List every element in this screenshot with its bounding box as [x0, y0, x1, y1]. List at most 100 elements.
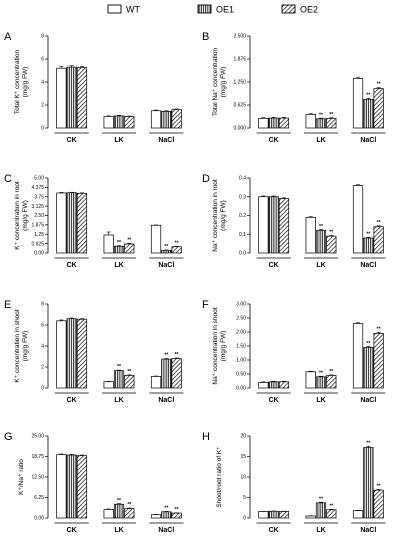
bar-lk-oe2	[326, 509, 337, 519]
y-tick-label: 1.875	[233, 57, 246, 63]
bar-lk-wt	[103, 381, 114, 389]
y-tick-label: 18.75	[31, 454, 44, 460]
significance-marker: **	[127, 502, 131, 508]
category-label: LK	[316, 397, 325, 404]
bar-lk-wt	[305, 371, 316, 389]
y-axis-label: K⁺ concentration in shoot	[14, 309, 21, 382]
y-axis-label: (mg/g FW)	[220, 331, 227, 362]
y-tick-label: 25.00	[31, 434, 44, 440]
bar-nacl-wt	[352, 323, 364, 389]
bar-lk-oe2	[124, 243, 135, 254]
bar-lk-oe1	[315, 230, 327, 254]
significance-marker: **	[377, 326, 381, 332]
bar-ck-oe2	[278, 198, 290, 254]
bar-nacl-wt	[150, 514, 162, 519]
bar-lk-wt	[305, 217, 316, 254]
y-tick-label: 6	[41, 323, 44, 329]
y-axis-label: K⁺ concentration in root	[14, 181, 21, 250]
legend-label: OE2	[300, 5, 318, 15]
category-label: NaCl	[360, 397, 376, 404]
bar-lk-oe1	[113, 115, 125, 129]
bar-lk-oe2	[124, 508, 135, 519]
panel-d: D 0.0 0.1 0.2 0.3 0.4 Na⁺ concentration in roo…	[202, 173, 386, 269]
significance-marker: **	[319, 112, 323, 118]
bar-nacl-wt	[150, 224, 162, 254]
category-label: CK	[269, 137, 279, 144]
bar-nacl-oe2	[373, 226, 384, 254]
y-tick-label: 4	[41, 344, 44, 350]
y-tick-label: 2	[41, 365, 44, 371]
category-label: CK	[269, 262, 279, 269]
y-tick-label: 10	[240, 475, 246, 481]
legend-swatch	[197, 4, 212, 14]
y-tick-label: 0.3	[239, 194, 246, 200]
y-tick-label: 0.625	[31, 241, 44, 247]
legend-swatch	[107, 4, 122, 14]
legend: WT OE1 OE2	[107, 4, 318, 15]
y-tick-label: 2.00	[236, 330, 246, 336]
panel-letter: G	[4, 431, 13, 443]
y-tick-label: 8	[41, 302, 44, 308]
significance-marker: **	[319, 496, 323, 502]
y-tick-label: 1.875	[31, 223, 44, 229]
significance-marker: **	[319, 224, 323, 230]
bar-ck-wt	[258, 118, 269, 129]
panel-h: H 0 5 10 15 20 Shoot/root ratio of K⁺ CK ** ** LK *…	[202, 431, 386, 534]
y-tick-label: 1.50	[236, 344, 246, 350]
y-tick-label: 12.50	[31, 475, 44, 481]
bar-ck-oe2	[76, 455, 88, 519]
y-tick-label: 0.000	[233, 126, 246, 132]
category-label: LK	[114, 262, 123, 269]
bar-ck-oe2	[278, 117, 290, 129]
y-tick-label: 1.250	[233, 80, 246, 86]
significance-marker: **	[377, 82, 381, 88]
significance-marker: **	[127, 369, 131, 375]
bar-nacl-oe2	[373, 88, 384, 129]
bar-nacl-oe1	[363, 347, 374, 389]
y-axis-label: (mg/g FW)	[22, 331, 29, 362]
category-label: CK	[67, 262, 77, 269]
significance-marker: **	[175, 507, 179, 513]
category-label: NaCl	[360, 262, 376, 269]
category-label: CK	[67, 397, 77, 404]
bar-nacl-oe1	[161, 249, 172, 254]
bar-ck-oe2	[76, 318, 88, 389]
legend-item-oe2: OE2	[281, 5, 318, 15]
significance-marker: **	[366, 231, 370, 237]
y-tick-label: 0	[243, 516, 246, 522]
y-tick-label: 15	[240, 454, 246, 460]
y-axis-label: K⁺/Na⁺ ratio	[18, 459, 25, 495]
y-axis-label: (mg/g FW)	[220, 67, 227, 98]
bar-lk-wt	[103, 234, 114, 254]
bar-nacl-oe1	[363, 98, 374, 129]
bar-nacl-oe2	[373, 489, 384, 519]
bar-lk-oe2	[124, 116, 135, 129]
category-label: NaCl	[360, 137, 376, 144]
bar-lk-oe1	[315, 118, 327, 129]
category-label: LK	[316, 527, 325, 534]
bar-ck-wt	[56, 454, 67, 519]
bar-lk-wt	[103, 509, 114, 519]
category-label: NaCl	[360, 527, 376, 534]
bar-lk-oe2	[124, 375, 135, 389]
bar-ck-oe1	[66, 192, 77, 254]
bar-ck-wt	[258, 382, 269, 389]
category-label: NaCl	[158, 397, 174, 404]
legend-label: OE1	[216, 5, 234, 15]
y-tick-label: 1.00	[236, 358, 246, 364]
y-tick-label: 3.75	[34, 194, 44, 200]
bar-ck-wt	[56, 320, 67, 389]
bar-ck-oe1	[268, 117, 279, 129]
bar-nacl-wt	[352, 185, 364, 254]
y-tick-label: 0	[41, 126, 44, 132]
category-label: CK	[67, 527, 77, 534]
bar-ck-wt	[56, 67, 67, 129]
bar-lk-wt	[103, 116, 114, 129]
significance-marker: **	[164, 244, 168, 250]
panel-a: A 0 2 4 6 8 Total K⁺ concentration (mg/g FW) CK L…	[4, 31, 184, 144]
panel-letter: D	[202, 173, 210, 185]
category-label: NaCl	[158, 262, 174, 269]
bar-lk-oe1	[113, 503, 125, 519]
bar-lk-wt	[305, 114, 316, 129]
